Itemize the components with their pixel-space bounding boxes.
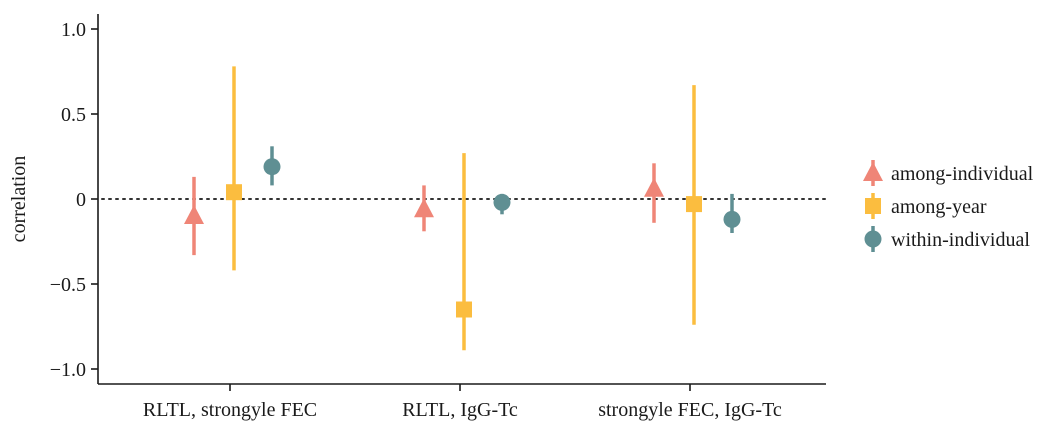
circle-marker — [723, 210, 741, 228]
triangle-marker — [414, 198, 434, 218]
y-tick-group: 1.0 0.5 0 −0.5 −1.0 — [50, 19, 98, 381]
legend-item-within-individual: within-individual — [864, 226, 1030, 252]
series-within-individual — [263, 146, 741, 233]
legend-label: within-individual — [891, 229, 1030, 251]
legend-label: among-year — [891, 196, 987, 218]
x-tick-group: RLTL, strongyle FEC RLTL, IgG-Tc strongyle… — [143, 384, 782, 421]
circle-marker — [263, 158, 281, 176]
y-tick-label: −0.5 — [50, 274, 86, 296]
x-category-label: RLTL, strongyle FEC — [143, 399, 317, 421]
square-marker — [226, 184, 242, 201]
triangle-marker — [644, 177, 664, 197]
square-marker — [456, 301, 472, 318]
x-category-label: strongyle FEC, IgG-Tc — [598, 399, 782, 421]
series-among-year — [226, 66, 702, 351]
legend-label: among-individual — [891, 163, 1034, 185]
legend-item-among-individual: among-individual — [863, 160, 1034, 186]
circle-marker — [493, 193, 511, 211]
series-layer — [184, 66, 741, 351]
legend-item-among-year: among-year — [865, 193, 987, 219]
triangle-marker — [184, 205, 204, 224]
triangle-marker — [863, 162, 883, 181]
y-tick-label: −1.0 — [50, 359, 86, 381]
square-marker — [686, 196, 702, 213]
y-axis-title: correlation — [8, 156, 30, 243]
y-tick-label: 1.0 — [61, 19, 86, 41]
y-tick-label: 0 — [76, 189, 86, 211]
y-tick-label: 0.5 — [61, 104, 86, 126]
square-marker — [865, 198, 881, 214]
circle-marker — [864, 230, 882, 248]
series-among-individual — [184, 163, 664, 256]
legend: among-individual among-year within-individ… — [863, 160, 1034, 252]
x-category-label: RLTL, IgG-Tc — [402, 399, 518, 421]
